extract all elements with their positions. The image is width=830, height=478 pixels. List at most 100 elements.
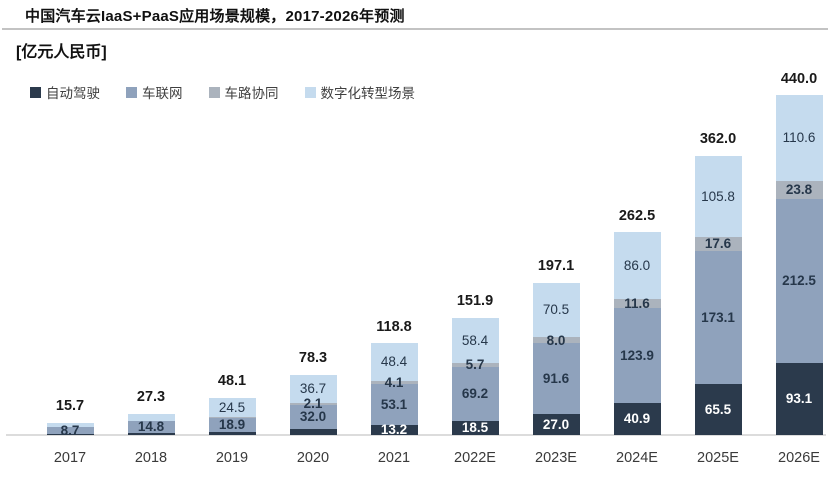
legend-label-connected-car: 车联网 [142,86,183,101]
bar-segment-digital-transformation-scenarios-2025E: 105.8 [694,155,742,238]
bar-segment-connected-car-2023E: 91.6 [532,343,580,415]
segment-value-label: 105.8 [701,188,735,204]
segment-value-label: 18.5 [461,420,489,436]
bar-total-label-2025E: 362.0 [699,131,737,148]
segment-value-label: 86.0 [623,257,651,273]
bar-segment-connected-car-2026E: 212.5 [775,199,823,364]
bar-segment-connected-car-2018: 14.8 [127,419,175,435]
segment-value-label: 48.4 [380,354,408,370]
bar-2024E: 40.9 123.9 11.6 86.0 [613,232,661,435]
x-axis-label-2020: 2020 [296,450,330,466]
segment-value-label: 173.1 [701,309,735,325]
bar-segment-connected-car-2022E: 69.2 [451,367,499,421]
legend-swatch-icon [304,86,316,98]
bar-segment-digital-transformation-scenarios-2023E: 70.5 [532,282,580,338]
bar-segment-autonomous-driving-2018 [127,432,175,435]
bar-2026E: 93.1 212.5 23.8 110.6 [775,95,823,435]
bar-2023E: 27.0 91.6 8.0 70.5 [532,282,580,435]
x-axis-label-2022E: 2022E [454,450,496,466]
segment-value-label: 5.7 [465,357,485,373]
unit-label: [亿元人民币] [16,44,107,61]
bar-total-label-2021: 118.8 [376,318,412,335]
x-axis-label-2023E: 2023E [535,450,577,466]
segment-value-label: 23.8 [785,182,813,198]
segment-value-label: 212.5 [782,273,816,289]
bar-total-label-2019: 48.1 [217,373,247,390]
bar-2020: 32.0 2.1 36.7 [289,374,337,435]
bar-segment-connected-car-2020: 32.0 [289,404,337,430]
segment-value-label: 40.9 [623,411,651,427]
bar-segment-digital-transformation-scenarios-2022E: 58.4 [451,317,499,363]
segment-value-label: 13.2 [380,422,408,438]
bar-segment-digital-transformation-scenarios-2026E: 110.6 [775,95,823,181]
segment-value-label: 24.5 [218,399,246,415]
bar-segment-vehicle-road-coordination-2026E: 23.8 [775,180,823,200]
segment-value-label: 123.9 [620,347,654,363]
segment-value-label: 2.1 [303,395,323,411]
bar-segment-autonomous-driving-2022E: 18.5 [451,420,499,436]
segment-value-label: 70.5 [542,302,570,318]
bar-segment-autonomous-driving-2019 [208,432,256,435]
bar-2025E: 65.5 173.1 17.6 105.8 [694,155,742,435]
bar-total-label-2023E: 197.1 [537,258,575,275]
bar-2017: 8.7 [46,422,94,437]
bar-segment-digital-transformation-scenarios-2018 [127,413,175,421]
legend-swatch-icon [126,86,137,98]
bar-segment-digital-transformation-scenarios-2020: 36.7 [289,374,337,403]
bar-segment-vehicle-road-coordination-2021: 4.1 [370,375,418,389]
x-axis-label-2021: 2021 [377,450,411,466]
legend-label-vehicle-road-coordination: 车路协同 [224,86,279,101]
title-divider [2,28,828,30]
legend-swatch-icon [30,86,41,98]
segment-value-label: 36.7 [299,380,327,396]
x-axis-line [6,434,826,436]
bar-total-label-2017: 15.7 [55,398,85,415]
bar-total-label-2020: 78.3 [298,350,328,367]
x-axis-label-2026E: 2026E [778,450,820,466]
bar-segment-autonomous-driving-2020 [289,429,337,435]
bar-segment-connected-car-2019: 18.9 [208,417,256,433]
bar-segment-autonomous-driving-2021: 13.2 [370,422,418,438]
segment-value-label: 17.6 [704,236,732,252]
bar-total-label-2022E: 151.9 [456,293,494,310]
bar-segment-connected-car-2017: 8.7 [46,424,94,437]
legend-item-vehicle-road-coordination: 车路协同 [208,82,279,102]
bar-segment-autonomous-driving-2024E: 40.9 [613,403,661,435]
segment-value-label: 65.5 [704,401,732,417]
x-axis-label-2018: 2018 [134,450,168,466]
x-axis-label-2025E: 2025E [697,450,739,466]
segment-value-label: 58.4 [461,332,489,348]
segment-value-label: 4.1 [384,374,404,390]
legend-swatch-icon [208,86,220,98]
bar-segment-autonomous-driving-2023E: 27.0 [532,414,580,435]
bar-segment-connected-car-2024E: 123.9 [613,307,661,404]
segment-value-label: 14.8 [137,419,165,435]
legend-label-digital-transformation-scenarios: 数字化转型场景 [320,86,416,101]
bar-segment-autonomous-driving-2026E: 93.1 [775,363,823,435]
segment-value-label: 8.0 [546,332,566,348]
x-axis-label-2017: 2017 [53,450,87,466]
bar-segment-digital-transformation-scenarios-2024E: 86.0 [613,232,661,299]
segment-value-label: 32.0 [299,409,327,425]
bar-segment-connected-car-2025E: 173.1 [694,250,742,385]
bar-2019: 18.9 24.5 [208,397,256,435]
bar-segment-digital-transformation-scenarios-2017 [46,422,94,427]
bar-2022E: 18.5 69.2 5.7 58.4 [451,317,499,436]
bar-segment-connected-car-2021: 53.1 [370,383,418,425]
bar-segment-vehicle-road-coordination-2022E: 5.7 [451,358,499,371]
segment-value-label: 18.9 [218,417,246,433]
segment-value-label: 27.0 [542,416,570,432]
bar-2018: 14.8 [127,413,175,435]
bar-segment-vehicle-road-coordination-2020: 2.1 [289,397,337,410]
bar-total-label-2024E: 262.5 [618,207,656,224]
segment-value-label: 93.1 [785,391,813,407]
bar-total-label-2018: 27.3 [136,389,166,406]
bar-2021: 13.2 53.1 4.1 48.4 [370,343,418,438]
bar-segment-digital-transformation-scenarios-2019: 24.5 [208,397,256,417]
bar-segment-vehicle-road-coordination-2019 [208,416,256,418]
segment-value-label: 110.6 [782,130,816,146]
segment-value-label: 69.2 [461,386,489,402]
chart-title: 中国汽车云IaaS+PaaS应用场景规模，2017-2026年预测 [25,8,405,25]
bar-segment-autonomous-driving-2025E: 65.5 [694,384,742,435]
